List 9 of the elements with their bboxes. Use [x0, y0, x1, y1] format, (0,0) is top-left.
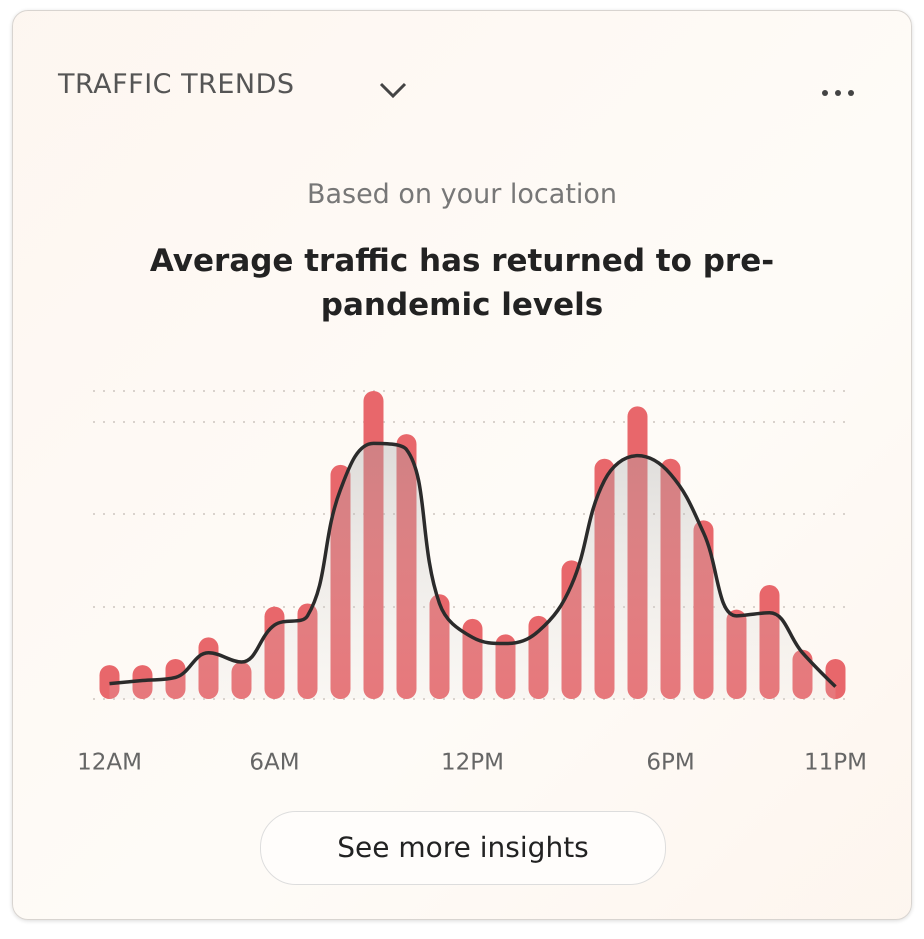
x-tick-label: 12PM: [441, 750, 504, 776]
chart-subtitle: Based on your location: [306, 179, 618, 210]
text: See more insights: [260, 811, 666, 885]
x-tick-label: 12AM: [77, 750, 142, 776]
x-tick-label: 11PM: [804, 750, 867, 776]
chart-title: TRAFFIC TRENDS: [58, 69, 295, 100]
x-tick-label: 6PM: [646, 750, 695, 776]
x-tick-label: 6AM: [249, 750, 300, 776]
text: Average traffic has returned to pre-pandemic levels: [148, 242, 776, 325]
